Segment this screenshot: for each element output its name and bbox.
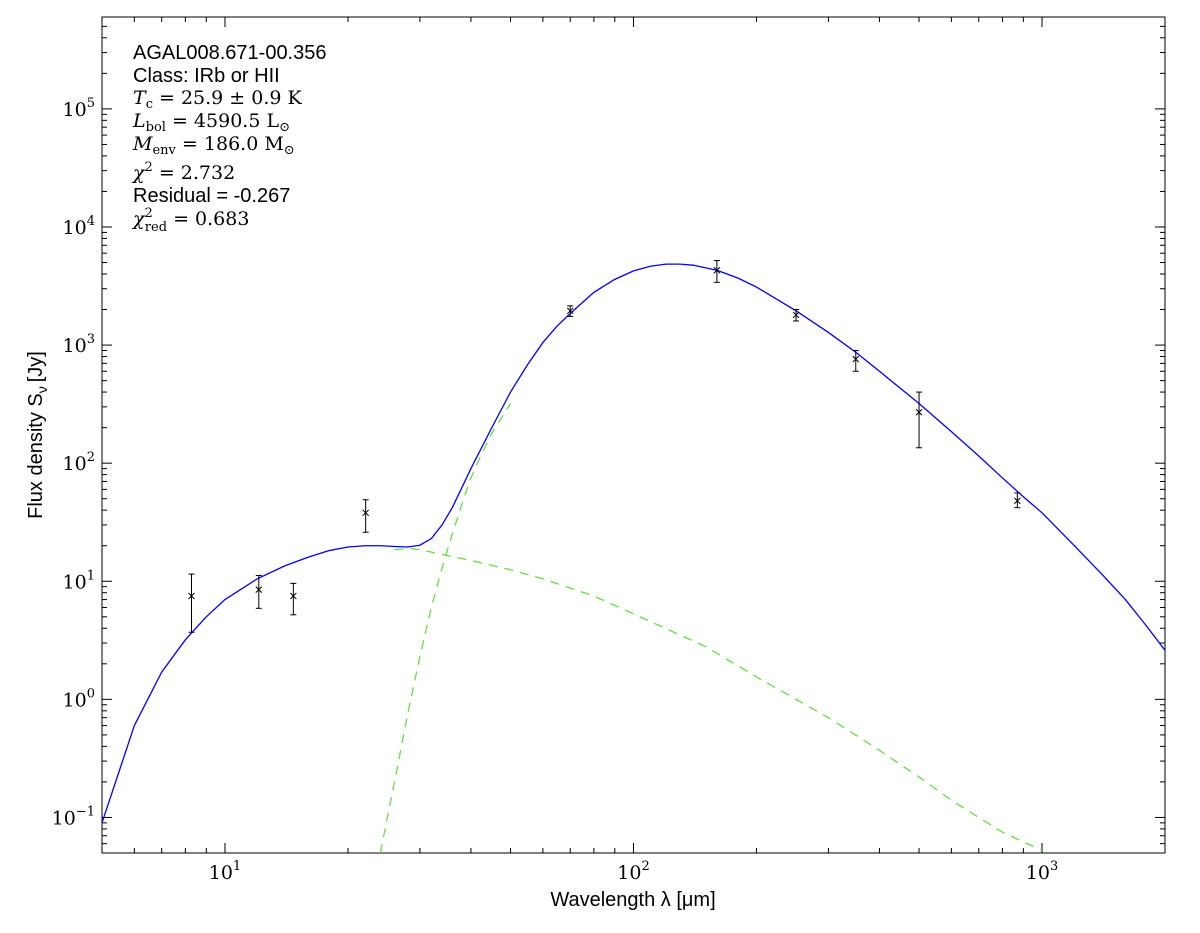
data-point [915, 391, 923, 449]
data-points [188, 260, 1021, 633]
data-marker [255, 586, 263, 593]
annotation-block: AGAL008.671-00.356 Class: IRb or HII Tc … [131, 42, 327, 235]
data-marker [566, 307, 574, 315]
data-marker [289, 592, 297, 600]
model-component-1 [379, 403, 512, 853]
data-point [713, 260, 721, 283]
axis-ticks [101, 16, 1166, 854]
annotation-class: Class: IRb or HII [133, 65, 280, 87]
y-axis-label-unit: [Jy] [25, 351, 47, 382]
annotation-source: AGAL008.671-00.356 [133, 42, 327, 64]
data-point [1013, 492, 1021, 509]
data-marker [792, 311, 800, 319]
data-point [792, 309, 800, 322]
annotation-menv: Menv = 186.0 M⊙ [132, 133, 295, 158]
annotation-chi2red: χ2 red = 0.683 [131, 206, 249, 235]
plot-frame [101, 16, 1166, 854]
data-point [566, 305, 574, 317]
y-tick-label: 104 [63, 214, 95, 239]
y-axis-label: Flux density Sν [Jy] [25, 351, 50, 519]
data-point [289, 582, 297, 616]
y-tick-label: 101 [63, 568, 95, 593]
data-marker [852, 355, 860, 363]
data-point [852, 349, 860, 372]
annotation-lbol: Lbol = 4590.5 L⊙ [132, 110, 290, 135]
data-marker [1013, 497, 1021, 505]
y-tick-label: 100 [63, 686, 95, 711]
model-curves [102, 263, 1165, 853]
x-tick-label: 103 [1026, 859, 1058, 884]
annotation-chi2: χ2 = 2.732 [131, 160, 235, 184]
y-axis-label-sub: ν [34, 386, 50, 393]
x-tick-label: 101 [209, 859, 241, 884]
data-marker [915, 408, 923, 416]
data-point [362, 499, 370, 533]
y-tick-label: 103 [63, 332, 95, 357]
y-tick-label: 105 [63, 96, 95, 121]
data-point [188, 573, 195, 633]
data-marker [713, 266, 721, 274]
data-marker [362, 509, 370, 517]
annotation-tc: Tc = 25.9 ± 0.9 K [133, 87, 303, 112]
data-marker [188, 592, 195, 600]
tick-labels: 101 102 103 10−1 100 101 102 103 104 105 [52, 96, 1059, 884]
annotation-residual: Residual = -0.267 [133, 185, 290, 207]
data-point [255, 574, 263, 609]
x-axis-label: Wavelength λ [μm] [550, 889, 715, 911]
total-model-curve [102, 263, 1165, 824]
y-tick-label: 10−1 [52, 804, 95, 829]
y-tick-label: 102 [63, 450, 95, 475]
y-axis-label-text: Flux density S [25, 393, 47, 519]
x-tick-label: 102 [617, 859, 649, 884]
model-component-2 [394, 547, 1043, 851]
